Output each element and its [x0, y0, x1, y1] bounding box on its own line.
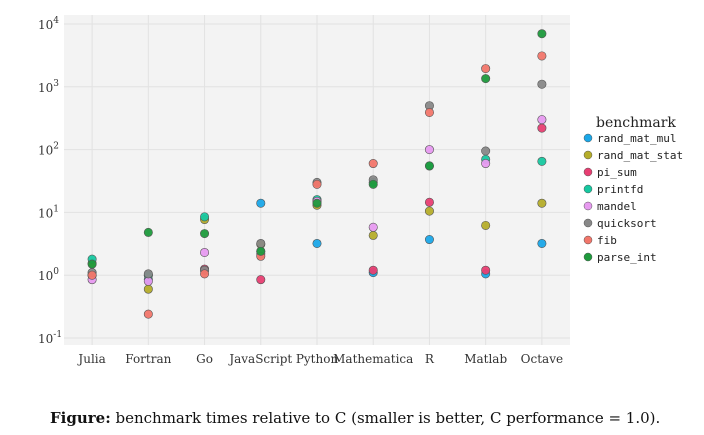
- data-point-parse_int: [256, 246, 266, 256]
- legend-marker-rand_mat_stat: [583, 150, 593, 160]
- data-point-pi_sum: [537, 123, 547, 133]
- data-point-fib: [481, 64, 491, 74]
- data-point-quicksort: [256, 238, 266, 248]
- y-tick-label: 100: [38, 267, 59, 283]
- x-tick-label: JavaScript: [227, 352, 292, 366]
- data-point-fib: [368, 159, 378, 169]
- data-point-rand_mat_mul: [312, 238, 322, 248]
- legend-label-rand_mat_mul: rand_mat_mul: [597, 132, 676, 145]
- legend-label-printfd: printfd: [597, 183, 643, 196]
- data-point-mandel: [537, 115, 547, 125]
- data-point-rand_mat_stat: [424, 206, 434, 216]
- legend-title: benchmark: [596, 115, 676, 131]
- data-point-fib: [87, 270, 97, 280]
- data-point-fib: [537, 51, 547, 61]
- data-point-rand_mat_mul: [256, 198, 266, 208]
- x-tick-label: Mathematica: [333, 352, 413, 366]
- data-point-parse_int: [200, 229, 210, 239]
- legend-marker-mandel: [583, 201, 593, 211]
- data-point-rand_mat_stat: [537, 198, 547, 208]
- data-point-pi_sum: [368, 265, 378, 275]
- legend-label-rand_mat_stat: rand_mat_stat: [597, 149, 683, 162]
- y-tick-label: 103: [38, 79, 59, 95]
- data-point-fib: [200, 269, 210, 279]
- data-point-rand_mat_stat: [368, 230, 378, 240]
- data-point-parse_int: [87, 259, 97, 269]
- legend-label-parse_int: parse_int: [597, 251, 657, 264]
- y-tick-label: 101: [38, 204, 59, 220]
- x-tick-label: Julia: [76, 352, 105, 366]
- data-point-quicksort: [143, 269, 153, 279]
- data-point-fib: [143, 309, 153, 319]
- data-point-mandel: [424, 145, 434, 155]
- data-point-pi_sum: [424, 197, 434, 207]
- caption-label: Figure:: [50, 409, 111, 427]
- x-tick-label: Matlab: [464, 352, 507, 366]
- data-point-mandel: [481, 159, 491, 169]
- legend-label-mandel: mandel: [597, 200, 637, 213]
- legend-marker-parse_int: [583, 252, 593, 262]
- data-point-rand_mat_mul: [424, 235, 434, 245]
- data-point-parse_int: [312, 198, 322, 208]
- x-tick-label: Go: [196, 352, 213, 366]
- data-point-quicksort: [537, 79, 547, 89]
- x-tick-label: Octave: [521, 352, 563, 366]
- y-tick-label: 104: [38, 16, 59, 32]
- x-tick-label: Python: [296, 352, 339, 366]
- legend-marker-printfd: [583, 184, 593, 194]
- data-point-rand_mat_stat: [481, 220, 491, 230]
- benchmark-chart: 10-1 100 101 102 103 104 Julia Fortran Go JavaSc…: [38, 15, 683, 366]
- legend-marker-rand_mat_mul: [583, 133, 593, 143]
- legend-label-quicksort: quicksort: [597, 217, 657, 230]
- data-point-mandel: [200, 247, 210, 257]
- y-tick-label: 102: [38, 142, 59, 158]
- data-point-printfd: [200, 212, 210, 222]
- legend-label-pi_sum: pi_sum: [597, 166, 637, 179]
- legend-label-fib: fib: [597, 234, 617, 247]
- legend-marker-pi_sum: [583, 167, 593, 177]
- data-point-parse_int: [143, 227, 153, 237]
- x-tick-label: R: [425, 352, 435, 366]
- x-axis-ticks: Julia Fortran Go JavaScript PythonMathematic…: [76, 352, 563, 366]
- legend-marker-fib: [583, 235, 593, 245]
- data-point-rand_mat_mul: [537, 238, 547, 248]
- data-points: [87, 29, 547, 319]
- data-point-rand_mat_stat: [143, 284, 153, 294]
- data-point-quicksort: [481, 146, 491, 156]
- x-tick-label: Fortran: [125, 352, 171, 366]
- data-point-parse_int: [537, 29, 547, 39]
- y-axis-ticks: 10-1 100 101 102 103 104: [38, 16, 62, 346]
- data-point-pi_sum: [256, 275, 266, 285]
- figure-caption: Figure: benchmark times relative to C (s…: [50, 409, 660, 427]
- y-tick-label: 10-1: [38, 330, 62, 346]
- data-point-fib: [424, 107, 434, 117]
- data-point-printfd: [537, 156, 547, 166]
- legend-marker-quicksort: [583, 218, 593, 228]
- data-point-mandel: [368, 222, 378, 232]
- data-point-parse_int: [424, 161, 434, 171]
- caption-text: benchmark times relative to C (smaller i…: [110, 409, 661, 427]
- data-point-parse_int: [368, 179, 378, 189]
- legend: benchmark rand_mat_mul rand_mat_stat pi_su…: [583, 115, 683, 264]
- data-point-pi_sum: [481, 265, 491, 275]
- data-point-fib: [312, 179, 322, 189]
- data-point-parse_int: [481, 74, 491, 84]
